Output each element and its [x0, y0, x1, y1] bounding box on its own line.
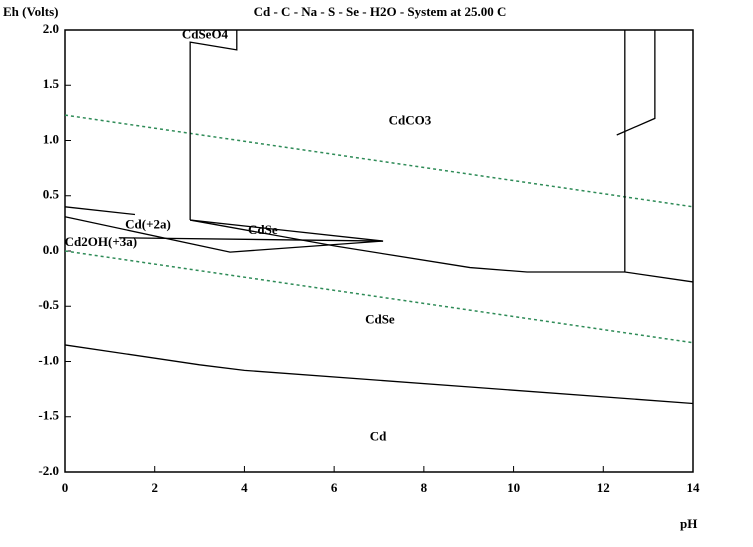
region-label: CdSe [248, 222, 278, 237]
boundary-line [616, 30, 656, 136]
water-line [64, 250, 694, 344]
region-label: CdCO3 [389, 113, 432, 128]
region-label: Cd2OH(+3a) [65, 234, 137, 249]
x-tick-label: 2 [151, 480, 158, 495]
x-tick-label: 4 [241, 480, 248, 495]
x-axis-label: pH [680, 516, 697, 531]
plot-frame [64, 29, 694, 473]
x-tick-label: 12 [597, 480, 610, 495]
region-label: CdSeO4 [182, 27, 229, 42]
x-tick-label: 10 [507, 480, 520, 495]
y-tick-label: 1.0 [43, 131, 59, 146]
boundary-line [64, 344, 694, 405]
x-tick-label: 14 [687, 480, 701, 495]
x-tick-label: 0 [62, 480, 69, 495]
boundary-line [118, 237, 384, 242]
y-tick-label: -2.0 [38, 463, 59, 478]
y-tick-label: -1.5 [38, 408, 59, 423]
region-label: Cd [370, 429, 387, 444]
boundary-line [189, 30, 238, 221]
y-tick-label: 2.0 [43, 21, 59, 36]
y-tick-label: 0.5 [43, 187, 60, 202]
x-tick-label: 6 [331, 480, 338, 495]
region-label: CdSe [365, 312, 395, 327]
y-axis-label: Eh (Volts) [3, 4, 59, 19]
boundary-line [64, 206, 136, 216]
boundary-line [64, 216, 384, 253]
y-tick-label: -0.5 [38, 297, 59, 312]
y-tick-label: 0.0 [43, 242, 59, 257]
water-line [64, 114, 694, 208]
x-tick-label: 8 [421, 480, 428, 495]
chart-title: Cd - C - Na - S - Se - H2O - System at 2… [254, 4, 507, 19]
region-label: Cd(+2a) [125, 217, 171, 232]
y-tick-label: -1.0 [38, 352, 59, 367]
y-tick-label: 1.5 [43, 76, 60, 91]
boundary-line [190, 219, 694, 283]
